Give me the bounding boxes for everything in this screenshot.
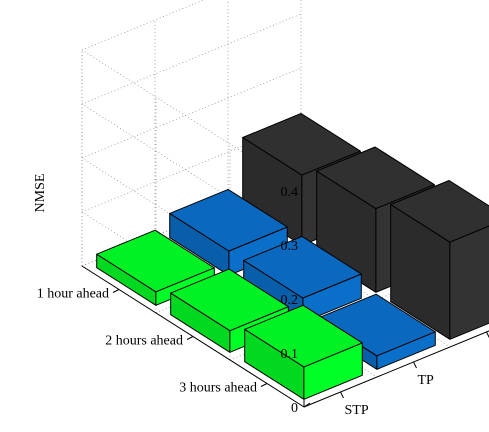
- label-layer: NMSE 0 0.1 0.2 0.3 0.4 1 hour ahead 2 hours ah…: [33, 174, 435, 418]
- bar-top-face: [242, 113, 361, 176]
- bar-stp-row-3: [244, 304, 363, 400]
- column-tick-label: STP: [345, 403, 369, 418]
- grid-line-back-wall: [81, 121, 302, 213]
- bar-sp-row-3: [390, 180, 489, 340]
- bar-layer: [96, 113, 489, 400]
- value-tick-label: 0: [291, 401, 298, 416]
- column-tick-label: TP: [418, 373, 435, 388]
- grid-line-back-wall: [81, 13, 302, 105]
- bar-top-face: [169, 188, 288, 252]
- y-axis-label: NMSE: [33, 174, 48, 213]
- column-tick-mark: [413, 361, 417, 369]
- bar-top-face: [243, 235, 362, 299]
- row-tick-label: 1 hour ahead: [37, 287, 109, 302]
- bar-top-face: [316, 146, 435, 210]
- row-tick-label: 3 hours ahead: [179, 381, 257, 396]
- value-tick-mark: [303, 402, 311, 408]
- column-tick-mark: [486, 331, 489, 339]
- row-tick-mark: [186, 336, 194, 340]
- value-tick-label: 0.3: [281, 239, 299, 254]
- row-tick-mark: [112, 289, 120, 293]
- value-tick-label: 0.1: [281, 347, 299, 362]
- bar-top-face: [244, 304, 363, 368]
- row-tick-label: 2 hours ahead: [105, 334, 183, 349]
- value-tick-label: 0.2: [281, 293, 299, 308]
- bar-top-face: [96, 229, 215, 293]
- bar-top-face: [170, 268, 289, 332]
- column-tick-mark: [340, 391, 344, 399]
- value-tick-label: 0.4: [281, 185, 299, 200]
- grid-line-back-wall: [81, 67, 302, 159]
- grid-line-back-wall: [81, 0, 205, 51]
- row-tick-mark: [260, 383, 268, 387]
